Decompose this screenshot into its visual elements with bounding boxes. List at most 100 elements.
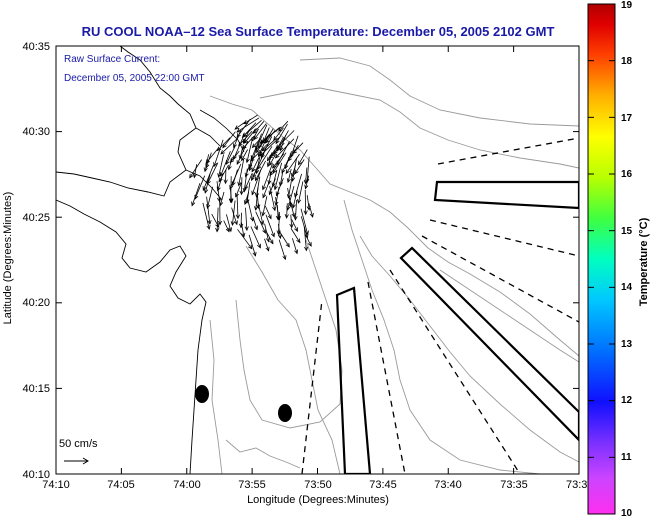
current-vector [290, 228, 301, 243]
current-vector [258, 135, 268, 157]
current-vector [267, 152, 273, 167]
current-vector [263, 127, 270, 142]
current-vector [223, 220, 230, 232]
current-vector [238, 130, 253, 146]
current-vector-head [274, 153, 280, 159]
current-vector [218, 164, 229, 182]
current-vector-head [267, 179, 272, 185]
scale-arrow [64, 457, 89, 465]
current-vector-head [284, 214, 289, 219]
current-vector-head [192, 173, 197, 179]
current-vector [246, 141, 252, 163]
current-vector [193, 164, 198, 178]
x-tick-label: 73:50 [304, 479, 332, 491]
current-vector-head [303, 210, 308, 216]
current-vector [205, 147, 220, 164]
current-vector-head [292, 149, 297, 155]
current-vector-head [296, 238, 301, 244]
current-vector [279, 170, 284, 186]
current-vector-head [272, 206, 277, 212]
current-vector [236, 117, 260, 133]
current-vector [290, 135, 299, 158]
current-vector-head [294, 192, 299, 198]
current-vector [265, 214, 275, 237]
current-vector [251, 157, 260, 172]
current-vector [240, 212, 242, 228]
current-vector-head [304, 246, 309, 252]
current-vector [288, 194, 295, 218]
current-vector-head [244, 172, 249, 178]
current-vector [218, 154, 224, 178]
current-vector [277, 205, 279, 220]
current-vector-head [244, 185, 249, 190]
current-vector [236, 193, 239, 219]
x-axis-label: Longitude (Degrees:Minutes) [247, 494, 389, 506]
current-vector-head [217, 220, 223, 226]
current-vector [298, 149, 308, 165]
current-vector [225, 145, 236, 165]
current-vector [234, 121, 246, 130]
current-vector-head [225, 227, 230, 233]
dashed-radial-lines [301, 137, 579, 474]
colorbar-tick-label: 19 [621, 0, 633, 11]
current-vector [252, 138, 261, 148]
current-vector-head [297, 199, 302, 204]
current-vector [251, 168, 262, 195]
current-vector [253, 123, 267, 140]
current-vector-head [261, 211, 266, 217]
current-vector-head [291, 203, 296, 209]
current-vector [287, 169, 292, 183]
current-vector-head [233, 143, 237, 149]
current-vector-head [216, 186, 221, 192]
current-vector-head [251, 176, 255, 182]
current-vector [264, 205, 272, 219]
current-vector-head [254, 225, 259, 231]
current-vector [191, 183, 201, 206]
current-vector-head [265, 237, 270, 243]
current-vector [194, 175, 206, 200]
current-vector [245, 207, 248, 231]
colorbar-tick-label: 12 [621, 395, 633, 406]
x-tick-label: 73:55 [238, 479, 266, 491]
y-tick-label: 40:10 [22, 469, 50, 481]
current-vector [251, 133, 262, 160]
current-vector [292, 191, 298, 208]
current-vector [308, 203, 314, 218]
plot-frame [55, 45, 580, 475]
current-vector-head [269, 239, 274, 245]
current-vector [204, 154, 209, 172]
current-vector [255, 211, 266, 234]
current-vector-head [269, 161, 274, 166]
current-vector [211, 213, 220, 228]
current-vector [202, 165, 214, 191]
current-vector [241, 149, 248, 161]
current-vector-head [215, 227, 220, 233]
current-vector [220, 151, 231, 177]
current-vector-head [262, 185, 266, 191]
x-tick-label: 74:10 [42, 479, 70, 491]
current-vector-head [189, 173, 194, 179]
current-vector-head [278, 127, 283, 132]
current-vector [298, 181, 304, 204]
current-vector-head [273, 185, 278, 191]
current-vector [262, 196, 268, 216]
y-tick-label: 40:35 [22, 41, 50, 53]
x-tick-label: 73:40 [434, 479, 462, 491]
current-vector [278, 230, 290, 248]
axis-ticks [55, 45, 580, 475]
current-vector-head [277, 234, 282, 240]
temperature-colorbar: 19 18 17 16 15 14 13 12 11 10 Temperatur… [587, 0, 650, 519]
current-vector [202, 202, 210, 230]
current-vector [257, 146, 273, 170]
current-vector [278, 120, 289, 132]
current-vector-head [268, 154, 273, 160]
current-vector [260, 136, 281, 156]
current-vector [232, 169, 238, 186]
current-vector-head [293, 215, 298, 221]
current-vector [238, 159, 245, 186]
current-vector-head [222, 143, 227, 149]
current-vector [242, 122, 257, 138]
current-vector-head [227, 165, 232, 171]
colorbar-tick-label: 17 [621, 113, 633, 124]
